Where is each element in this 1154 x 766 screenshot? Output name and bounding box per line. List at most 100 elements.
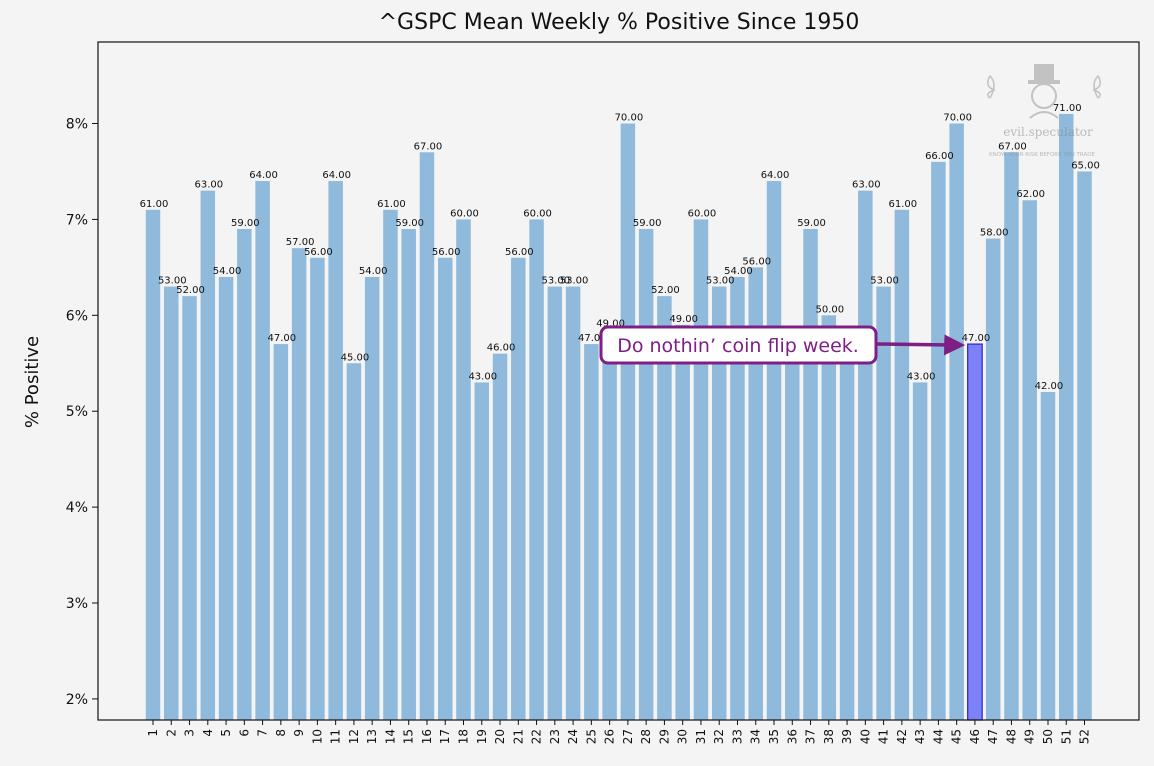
bar	[565, 286, 581, 720]
y-tick-label: 4%	[66, 500, 88, 516]
bar	[437, 257, 453, 720]
data-label: 53.00	[870, 276, 899, 287]
y-tick-label: 8%	[66, 117, 88, 133]
data-label: 56.00	[304, 247, 333, 258]
x-tick-label: 36	[785, 729, 799, 744]
bar	[1059, 113, 1074, 720]
bar	[164, 286, 179, 720]
y-tick-label: 2%	[66, 692, 88, 708]
x-tick-label: 25	[584, 729, 598, 744]
chart-title: ^GSPC Mean Weekly % Positive Since 1950	[379, 10, 860, 35]
data-label: 43.00	[907, 371, 936, 382]
bar	[1022, 200, 1037, 721]
y-axis-label: % Positive	[22, 336, 43, 428]
data-label: 47.00	[268, 333, 297, 344]
x-tick-label: 43	[913, 729, 927, 744]
y-tick-label: 7%	[66, 212, 88, 228]
x-tick-label: 33	[730, 729, 744, 744]
x-tick-label: 31	[694, 729, 708, 744]
bar	[456, 219, 471, 720]
bar	[675, 324, 690, 720]
data-label: 56.00	[742, 256, 771, 267]
data-label: 53.00	[542, 276, 571, 287]
bar	[821, 315, 837, 720]
x-axis: 1 2 3 4 5 6 7 8 9 10 11 12 13 14 15 16 17 18 19 20 21 22 23 24 2…	[146, 720, 1092, 744]
x-tick-label: 22	[530, 729, 544, 744]
bar	[383, 209, 398, 720]
data-label: 54.00	[724, 266, 753, 277]
bar	[657, 296, 672, 720]
bar	[785, 344, 800, 720]
x-tick-label: 10	[310, 729, 324, 744]
data-label: 54.00	[213, 266, 242, 277]
data-label: 56.00	[432, 247, 461, 258]
x-tick-label: 49	[1023, 729, 1037, 744]
data-label: 53.00	[706, 276, 735, 287]
data-label: 56.00	[505, 247, 534, 258]
data-label: 49.00	[669, 314, 698, 325]
x-tick-label: 27	[621, 729, 635, 744]
data-label: 53.00	[560, 276, 589, 287]
data-label: 61.00	[889, 199, 918, 210]
y-tick-label: 6%	[66, 308, 88, 324]
bar	[237, 229, 252, 721]
bar	[364, 276, 380, 720]
bar	[766, 181, 782, 720]
bar	[602, 329, 617, 720]
y-axis: 2% 3% 4% 5% 6% 7% 8%	[66, 117, 98, 708]
bar-series	[145, 113, 1092, 721]
x-tick-label: 30	[676, 729, 690, 744]
data-label: 67.00	[414, 141, 443, 152]
bar	[218, 276, 234, 720]
x-tick-label: 1	[146, 729, 160, 737]
x-tick-label: 9	[292, 729, 306, 737]
bar	[401, 229, 416, 721]
bar	[985, 238, 1001, 720]
data-label: 60.00	[688, 208, 717, 219]
watermark-logo: evil.speculator KNOW YOUR RISK BEFORE YO…	[987, 64, 1101, 158]
data-label: 47.00	[962, 333, 991, 344]
data-label: 59.00	[231, 218, 260, 229]
x-tick-label: 12	[347, 729, 361, 744]
data-label: 59.00	[633, 218, 662, 229]
data-label: 42.00	[1035, 381, 1064, 392]
x-tick-label: 51	[1059, 729, 1073, 744]
x-tick-label: 3	[183, 729, 197, 737]
bar	[1004, 152, 1019, 720]
bar	[291, 248, 307, 721]
bar	[876, 286, 891, 720]
bar	[200, 190, 216, 720]
x-tick-label: 23	[548, 729, 562, 744]
bar	[511, 257, 526, 720]
data-label: 60.00	[523, 208, 552, 219]
data-label: 61.00	[377, 199, 406, 210]
data-label: 65.00	[1071, 160, 1100, 171]
bar	[547, 286, 563, 720]
data-label: 57.00	[286, 237, 315, 248]
bar	[894, 209, 910, 720]
x-tick-label: 4	[201, 729, 215, 737]
bar	[858, 190, 873, 720]
watermark-brand: evil.speculator	[1003, 125, 1093, 139]
data-label: 53.00	[158, 276, 187, 287]
bar	[1040, 392, 1056, 720]
bar	[145, 209, 161, 720]
data-label: 70.00	[943, 113, 972, 124]
bar	[492, 353, 508, 720]
annotation-text: Do nothin’ coin flip week.	[617, 335, 859, 357]
annotation-arrow	[875, 334, 966, 356]
bar	[346, 363, 362, 720]
annotation-callout: Do nothin’ coin flip week.	[599, 325, 966, 365]
x-tick-label: 28	[639, 729, 653, 744]
data-label: 62.00	[1016, 189, 1045, 200]
data-label: 54.00	[359, 266, 388, 277]
bar	[529, 219, 544, 720]
x-tick-label: 6	[237, 729, 251, 737]
data-label: 60.00	[450, 208, 479, 219]
data-label: 64.00	[322, 170, 351, 181]
data-label: 67.00	[998, 141, 1027, 152]
data-label: 49.00	[596, 319, 625, 330]
x-tick-label: 26	[603, 729, 617, 744]
data-label: 52.00	[176, 285, 205, 296]
x-tick-label: 18	[457, 729, 471, 744]
